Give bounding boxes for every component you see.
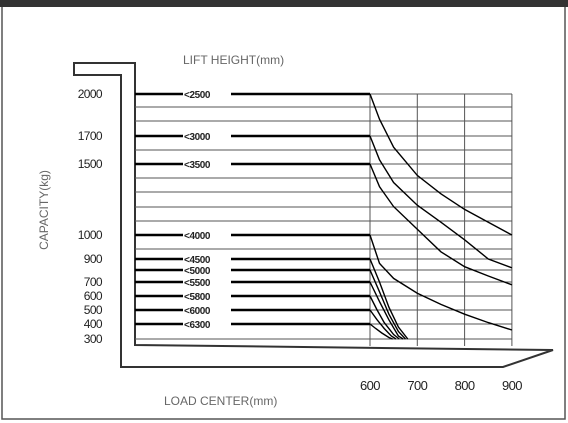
lift-height-label-bg-5 [183, 265, 231, 275]
derating-curve-1 [369, 135, 513, 269]
grid-lines [135, 93, 513, 346]
chart-labels: LIFT HEIGHT(mm) LOAD CENTER(mm) CAPACITY… [37, 53, 284, 408]
x-tick-600: 600 [360, 378, 380, 393]
derating-curve-4 [369, 258, 409, 340]
lift-height-label-2: <3500 [184, 160, 211, 171]
derating-curve-5 [369, 269, 407, 340]
y-tick-400: 400 [84, 317, 103, 331]
derating-curve-6 [369, 281, 404, 340]
x-tick-900: 900 [502, 378, 522, 393]
lift-height-label-9: <6300 [184, 320, 211, 331]
y-tick-1700: 1700 [78, 129, 103, 143]
derating-curve-2 [369, 163, 513, 286]
derating-curve-9 [369, 323, 393, 340]
lift-height-label-bg-6 [183, 277, 231, 287]
y-tick-700: 700 [84, 275, 103, 289]
y-tick-500: 500 [84, 303, 103, 317]
lift-height-label-bg-8 [183, 305, 231, 315]
lift-height-label-bg-2 [183, 159, 231, 169]
lift-height-label-1: <3000 [184, 132, 211, 143]
y-tick-2000: 2000 [78, 87, 103, 101]
chart-title: LIFT HEIGHT(mm) [183, 53, 284, 67]
x-axis-title: LOAD CENTER(mm) [164, 394, 277, 408]
y-tick-900: 900 [84, 252, 103, 266]
y-tick-300: 300 [84, 332, 103, 346]
x-tick-700: 700 [407, 378, 427, 393]
lift-height-label-0: <2500 [184, 90, 211, 101]
derating-curve-8 [369, 309, 397, 340]
lift-height-label-8: <6000 [184, 306, 211, 317]
lift-height-label-bg-3 [183, 230, 231, 240]
lift-height-label-3: <4000 [184, 231, 211, 242]
top-border [0, 0, 568, 7]
lift-height-label-4: <4500 [184, 255, 211, 266]
y-axis-title: CAPACITY(kg) [37, 170, 51, 250]
x-tick-labels: 600 700 800 900 [360, 378, 523, 393]
derating-curve-3 [369, 234, 513, 331]
lift-height-label-bg-9 [183, 319, 231, 329]
capacity-levels: <2500 <3000 <3500 <4000 <4500<5000<5500 <5800… [135, 89, 370, 331]
y-tick-1500: 1500 [78, 157, 103, 171]
lift-height-label-7: <5800 [184, 292, 211, 303]
x-tick-800: 800 [455, 378, 475, 393]
lift-height-label-bg-4 [183, 254, 231, 264]
lift-height-label-5: <5000 [184, 266, 211, 277]
lift-height-label-bg-7 [183, 291, 231, 301]
lift-height-label-bg-1 [183, 131, 231, 141]
derating-curve-0 [369, 93, 513, 236]
mast-outline-icon [73, 62, 554, 368]
y-tick-1000: 1000 [78, 228, 103, 242]
y-tick-600: 600 [84, 289, 103, 303]
lift-height-label-6: <5500 [184, 278, 211, 289]
derating-curve-7 [369, 295, 400, 340]
lift-height-label-bg-0 [183, 89, 231, 99]
derating-curves [369, 93, 513, 340]
